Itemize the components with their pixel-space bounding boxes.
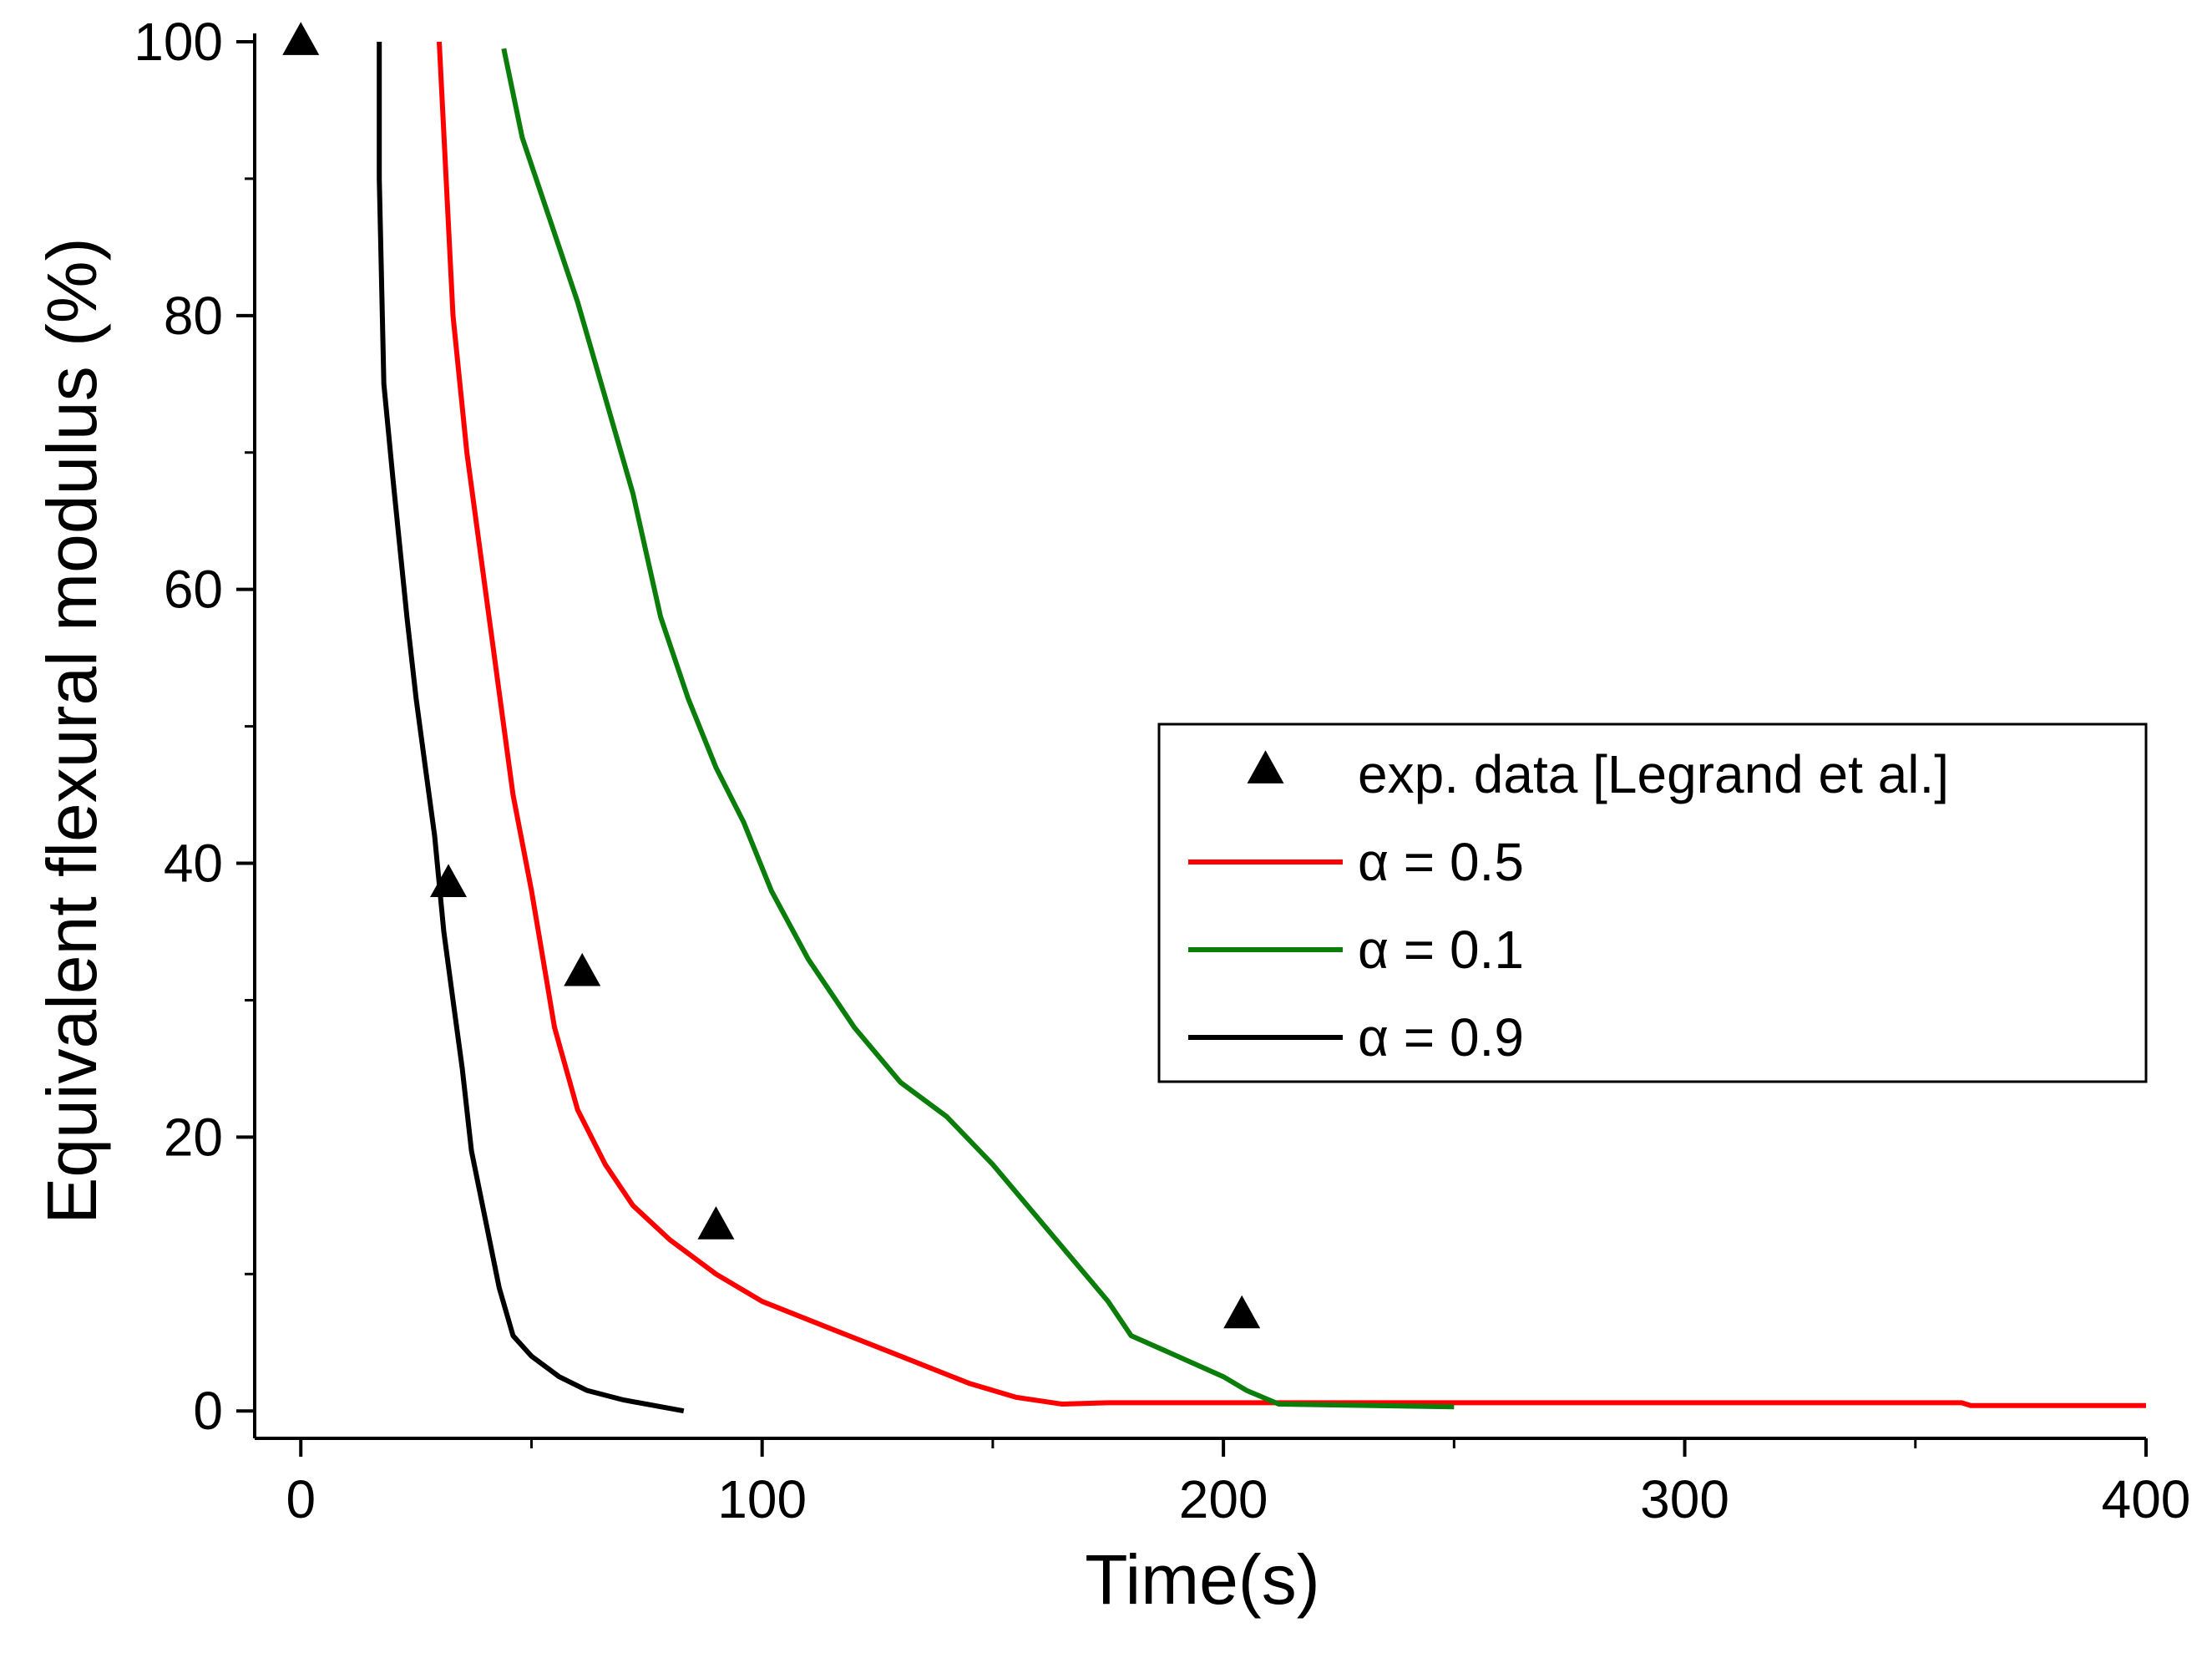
y-tick-label: 80 <box>164 286 223 346</box>
y-tick-label: 40 <box>164 834 223 894</box>
series-line-3 <box>377 42 685 1414</box>
legend-box <box>1157 723 2148 1083</box>
y-tick-label: 100 <box>134 12 223 72</box>
legend-label-1: α = 0.5 <box>1358 832 1524 892</box>
legend-label-exp-data: exp. data [Legrand et al.] <box>1358 744 1949 804</box>
x-tick-label: 0 <box>286 1469 316 1529</box>
plot-area <box>282 22 2146 1414</box>
x-tick-label: 400 <box>2102 1469 2191 1529</box>
legend-label-3: α = 0.9 <box>1358 1007 1524 1067</box>
exp-data-point <box>564 952 601 986</box>
y-axis-label: Equivalent flexural modulus (%) <box>33 237 111 1224</box>
legend: exp. data [Legrand et al.] α = 0.5 α = 0.1… <box>1157 723 2148 1083</box>
x-tick-label: 300 <box>1640 1469 1729 1529</box>
y-tick-label: 60 <box>164 560 223 620</box>
exp-data-point <box>697 1206 735 1240</box>
legend-label-2: α = 0.1 <box>1358 920 1524 980</box>
y-tick-label: 0 <box>193 1381 223 1441</box>
series-line-1 <box>437 41 2146 1408</box>
x-tick-label: 100 <box>717 1469 807 1529</box>
x-axis-label: Time(s) <box>1085 1540 1320 1619</box>
axes: 0 100 200 300 400 0 20 40 60 80 100 <box>134 12 2190 1529</box>
series-line-2 <box>501 48 1455 1410</box>
exp-data-point <box>1223 1295 1261 1329</box>
y-tick-label: 20 <box>164 1107 223 1167</box>
exp-data-point <box>430 864 468 897</box>
legend-marker-exp-data <box>1247 750 1284 783</box>
x-tick-label: 200 <box>1179 1469 1268 1529</box>
exp-data-point <box>282 22 320 55</box>
